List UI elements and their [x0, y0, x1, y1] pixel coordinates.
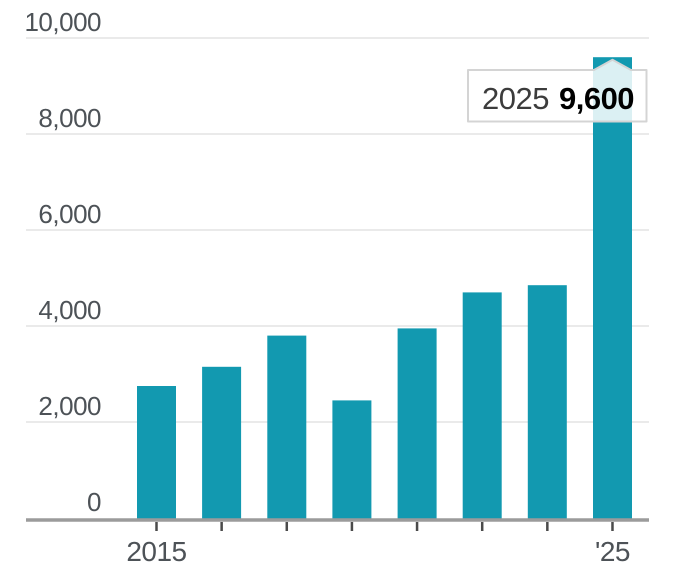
tooltip-value: 9,600 [559, 81, 634, 116]
bar[interactable] [202, 366, 242, 519]
y-axis-tick-label: 6,000 [38, 199, 101, 229]
y-axis-tick-label: 8,000 [38, 103, 101, 133]
bar[interactable] [332, 400, 372, 519]
bar[interactable] [267, 335, 307, 519]
bar[interactable] [527, 285, 567, 519]
bar[interactable] [397, 328, 437, 519]
y-axis-tick-label: 4,000 [38, 295, 101, 325]
tooltip: 2025 9,600 [467, 58, 648, 123]
tooltip-year: 2025 [482, 81, 549, 116]
y-axis-tick-label: 0 [87, 487, 101, 517]
x-axis-tick-label: '25 [595, 536, 630, 567]
tooltip-text: 2025 9,600 [482, 81, 634, 116]
bar[interactable] [593, 57, 632, 519]
bar[interactable] [137, 386, 176, 519]
tooltip-bubble [467, 58, 648, 123]
bar[interactable] [462, 292, 502, 519]
y-axis-tick-label: 2,000 [38, 391, 101, 421]
y-axis-tick-label: 10,000 [24, 7, 101, 37]
x-axis-tick-label: 2015 [126, 536, 186, 567]
